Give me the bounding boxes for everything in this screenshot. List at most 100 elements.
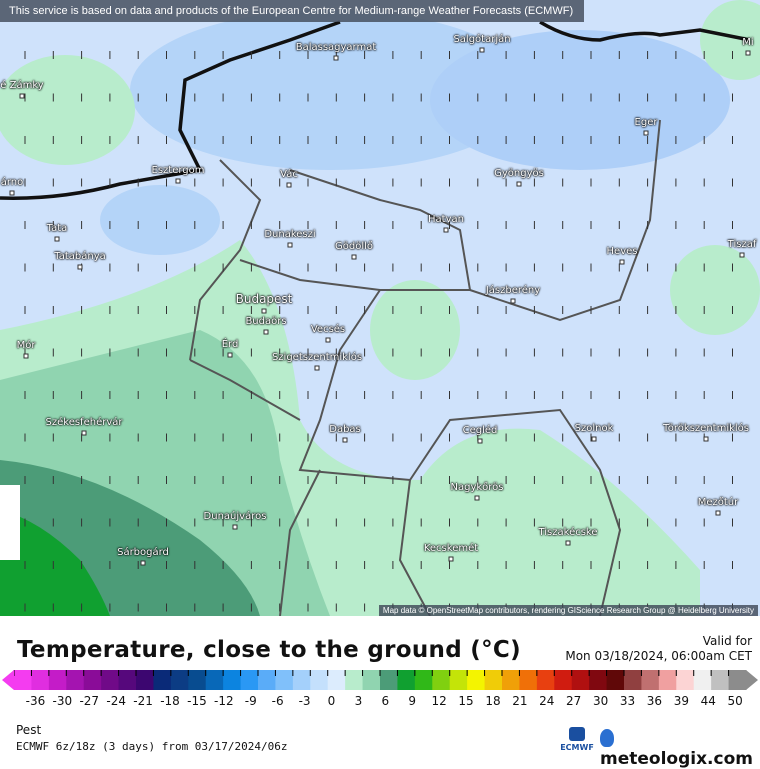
map-credit[interactable]: Map data © OpenStreetMap contributors, r… [378, 605, 758, 616]
city-label: Heves [606, 246, 638, 257]
city-label: Tatabánya [54, 251, 106, 262]
city-label: Hatvan [428, 214, 464, 225]
color-scale-label: -24 [106, 694, 126, 708]
color-scale-swatch [589, 670, 608, 690]
city-marker [510, 298, 516, 304]
city-label: Nagykőrös [450, 482, 504, 493]
color-scale-label: -27 [79, 694, 100, 708]
ecmwf-logo: ECMWF [560, 727, 594, 752]
color-scale-label: 3 [354, 694, 363, 708]
color-scale-label: -15 [187, 694, 207, 708]
city-label: Salgótarján [453, 34, 511, 45]
city-label: Tata [46, 223, 68, 234]
color-scale-label: -18 [160, 694, 180, 708]
city-label: Mezőtúr [697, 497, 739, 508]
city-label: Kecskemét [423, 543, 479, 554]
color-scale-swatch [31, 670, 50, 690]
city-marker [23, 353, 29, 359]
color-scale-label: 0 [327, 694, 336, 708]
city-marker [443, 227, 449, 233]
color-scale-swatch [502, 670, 520, 690]
color-scale-label: 18 [485, 694, 501, 708]
city-marker [479, 47, 485, 53]
color-scale-swatch [14, 670, 32, 690]
city-label: Gödöllő [334, 241, 374, 252]
color-scale-swatch [292, 670, 311, 690]
scale-arrow-right [746, 670, 758, 690]
color-scale-swatch [362, 670, 381, 690]
color-scale-swatch [641, 670, 660, 690]
county-borders [189, 119, 661, 616]
meteologix-logo[interactable]: meteologix.com [600, 729, 760, 769]
color-scale-swatch [188, 670, 207, 690]
city-marker [175, 178, 181, 184]
ecmwf-logo-icon [569, 727, 585, 741]
color-scale-label: 27 [566, 694, 582, 708]
color-scale-label: 44 [700, 694, 716, 708]
model-run: ECMWF 6z/18z (3 days) from 03/17/2024/06… [16, 740, 288, 753]
city-label: Cegléd [462, 425, 498, 436]
temperature-fields [0, 0, 760, 616]
color-scale-swatch [484, 670, 503, 690]
city-marker [565, 540, 571, 546]
city-label: é Zámky [0, 80, 44, 91]
color-scale-swatch [153, 670, 172, 690]
city-label: Szigetszentmiklós [271, 352, 363, 363]
color-scale-swatch [467, 670, 486, 690]
color-scale-swatch [101, 670, 120, 690]
city-label: árno [0, 177, 24, 188]
color-scale-label: 30 [592, 694, 609, 708]
color-scale-swatch [380, 670, 398, 690]
scale-arrow-left [2, 670, 14, 690]
color-scale-swatch [136, 670, 154, 690]
color-scale-label: 36 [646, 694, 663, 708]
color-scale-swatch [170, 670, 189, 690]
color-scale-swatch [66, 670, 85, 690]
color-scale-swatch [48, 670, 67, 690]
color-scale-swatch [310, 670, 329, 690]
map-title: Temperature, close to the ground (°C) [17, 637, 521, 663]
city-marker [325, 337, 331, 343]
city-marker [19, 93, 25, 99]
city-marker [232, 524, 238, 530]
city-label: Budaörs [245, 316, 287, 327]
city-label: Gyöngyös [494, 168, 544, 179]
city-marker [261, 308, 267, 314]
city-label: Székesfehérvár [45, 417, 123, 428]
city-marker [591, 436, 597, 442]
color-scale-label: -21 [133, 694, 153, 708]
city-label: Jászberény [485, 285, 541, 296]
color-scale-swatch [240, 670, 259, 690]
valid-time: Valid for Mon 03/18/2024, 06:00am CET [565, 634, 752, 664]
ecmwf-attribution-banner: This service is based on data and produc… [0, 0, 584, 22]
city-marker [745, 50, 751, 56]
city-marker [9, 190, 15, 196]
city-marker [140, 560, 146, 566]
color-scale-swatch [711, 670, 730, 690]
color-scale-swatch [258, 670, 276, 690]
city-label: Tiszaf [727, 239, 757, 250]
city-label: Esztergom [151, 165, 205, 176]
city-marker [314, 365, 320, 371]
city-marker [703, 436, 709, 442]
city-label: Tiszakécske [538, 527, 598, 538]
city-label: Vecsés [310, 324, 346, 335]
city-label: Dunakeszi [264, 229, 316, 240]
color-scale-swatch [275, 670, 294, 690]
color-scale-swatch [327, 670, 346, 690]
city-marker [448, 556, 454, 562]
color-scale-swatch [449, 670, 468, 690]
city-label: Vác [280, 169, 298, 180]
temperature-map[interactable]: This service is based on data and produc… [0, 0, 760, 616]
city-marker [227, 352, 233, 358]
brand-text: meteologix.com [600, 749, 753, 769]
color-scale-swatch [345, 670, 364, 690]
city-marker [77, 264, 83, 270]
color-scale-swatch [728, 670, 747, 690]
city-label: Dabas [329, 424, 361, 435]
city-label: Balassagyarmat [295, 42, 377, 53]
color-scale-label: 39 [673, 694, 689, 708]
color-scale-label: -3 [298, 694, 311, 708]
color-scale-label: -12 [214, 694, 234, 708]
color-scale-swatch [519, 670, 538, 690]
